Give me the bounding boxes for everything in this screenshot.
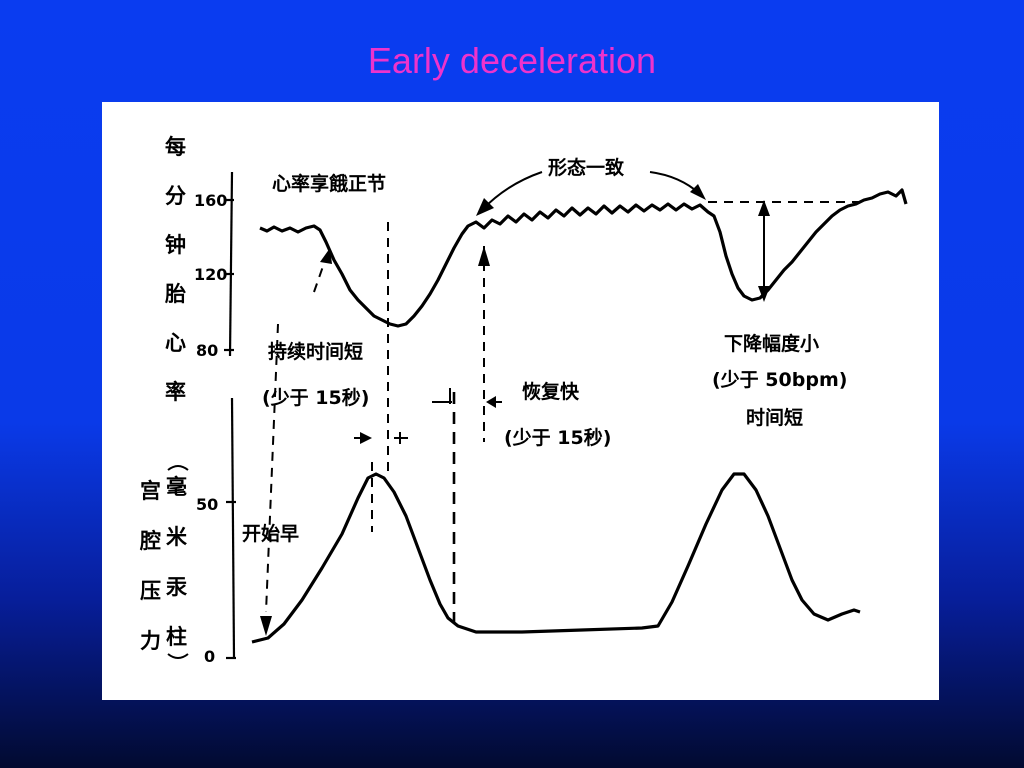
annotation-start-early: 开始早	[242, 522, 299, 545]
upper-axis-label: 每 分 钟 胎 心 率	[165, 135, 186, 404]
paren-bottom	[167, 653, 189, 659]
upper-y-axis	[228, 171, 234, 357]
tick-label-0: 0	[204, 647, 215, 666]
upper-axis-label-char: 钟	[165, 233, 186, 257]
interval-arrowhead	[360, 432, 372, 444]
recovery-interval-arrowhead	[486, 396, 496, 408]
start-early-arrowhead	[260, 616, 272, 636]
lower-axis-label-char: 腔	[139, 529, 161, 553]
lower-y-axis	[230, 397, 236, 659]
annotation-less-than-15s-b: (少于 15秒)	[504, 426, 611, 449]
lower-axis-ticks: 50 0	[196, 495, 218, 666]
lower-axis-label-char: 汞	[165, 575, 188, 599]
lower-axis-label-char: 宫	[140, 479, 161, 503]
tick-label-50: 50	[196, 495, 218, 514]
drop-arrowhead-top	[758, 200, 770, 216]
annotation-drop-small: 下降幅度小	[724, 332, 819, 355]
tick-label-80: 80	[196, 341, 218, 360]
lower-axis-label-char: 力	[140, 629, 161, 653]
annotations: 心率享餓正节 形态一致 持续时间短 (少于 15秒) 恢复快 (少于 15秒) …	[242, 156, 847, 545]
lower-axis-label: 宫 腔 压 力 毫 米 汞 柱	[139, 465, 189, 659]
paren-top	[167, 465, 189, 471]
annotation-less-than-50bpm: (少于 50bpm)	[712, 369, 847, 391]
annotation-shape-consistent: 形态一致	[548, 156, 625, 179]
upper-axis-label-char: 每	[165, 135, 186, 159]
tick-label-120: 120	[194, 265, 227, 284]
fetal-heart-rate-curve	[259, 188, 908, 328]
shape-arrowhead-left	[476, 198, 494, 216]
upper-axis-ticks: 160 120 80	[194, 191, 227, 360]
upper-axis-label-char: 率	[165, 380, 186, 404]
lower-axis-label-char: 毫	[166, 475, 187, 499]
shape-arrowhead-right	[690, 184, 706, 200]
annotation-duration-short: 持续时间短	[268, 340, 363, 363]
lower-axis-label-char: 压	[140, 579, 161, 603]
shape-arrow-left	[481, 171, 543, 211]
annotation-less-than-15s-a: (少于 15秒)	[262, 386, 369, 409]
reflex-arrowhead	[320, 248, 332, 264]
figure-panel: 每 分 钟 胎 心 率 160 120 80 宫 腔 压 力	[102, 102, 939, 700]
drop-arrowhead-bottom	[758, 286, 770, 302]
tick-label-160: 160	[194, 191, 227, 210]
slide-title: Early deceleration	[367, 40, 657, 81]
start-early-guide	[265, 323, 279, 613]
lower-axis-label-char: 柱	[166, 625, 187, 649]
annotation-heart-rate-reflex: 心率享餓正节	[272, 172, 386, 195]
upper-axis-label-char: 心	[165, 331, 186, 355]
annotation-recovery-fast: 恢复快	[522, 380, 580, 403]
recovery-arrowhead	[478, 246, 490, 266]
early-deceleration-diagram: 每 分 钟 胎 心 率 160 120 80 宫 腔 压 力	[139, 135, 908, 666]
uterine-contraction-curve	[251, 472, 861, 644]
annotation-time-short: 时间短	[746, 406, 803, 429]
upper-axis-label-char: 胎	[165, 282, 186, 306]
lower-axis-label-char: 米	[166, 525, 188, 549]
upper-axis-label-char: 分	[165, 184, 186, 208]
